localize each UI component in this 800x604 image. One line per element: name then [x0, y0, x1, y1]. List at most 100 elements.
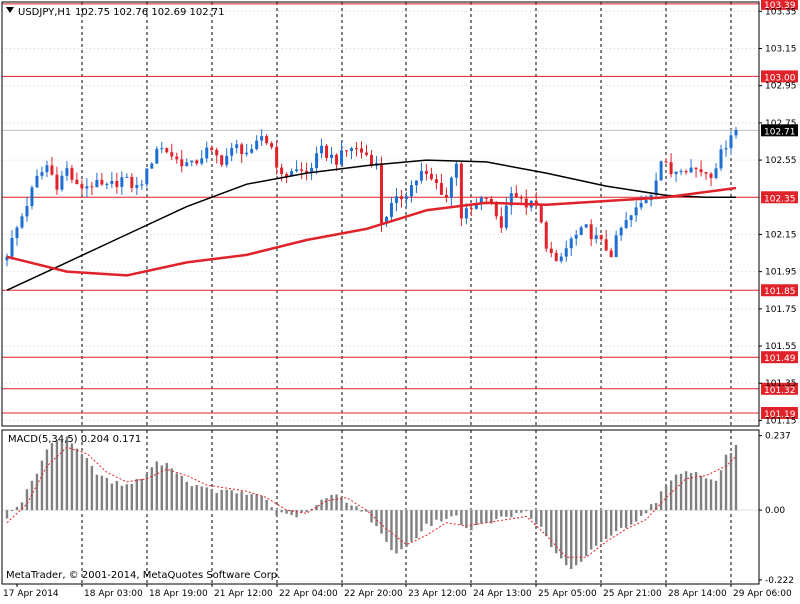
- triangle-down-icon[interactable]: [6, 7, 14, 13]
- macd-bar: [325, 498, 328, 511]
- macd-bar: [345, 502, 348, 511]
- candle: [320, 138, 324, 159]
- macd-bar: [145, 474, 149, 511]
- price-tick-label: 101.75: [765, 305, 797, 315]
- candle: [5, 253, 9, 267]
- candle: [350, 146, 354, 160]
- candle: [614, 230, 618, 258]
- candle: [160, 141, 164, 154]
- macd-tick-label: 0.237: [765, 432, 791, 442]
- macd-bar: [95, 474, 99, 511]
- symbol-label: USDJPY,H1: [18, 7, 71, 18]
- candle: [579, 225, 583, 236]
- macd-bar: [669, 480, 673, 511]
- time-tick-label: 29 Apr 06:00: [733, 589, 792, 599]
- candle: [499, 207, 503, 234]
- time-tick-label: 22 Apr 04:00: [279, 589, 338, 599]
- macd-bar: [455, 510, 458, 516]
- candle: [245, 144, 249, 157]
- macd-bar: [654, 503, 658, 511]
- candle: [519, 194, 523, 203]
- candle: [464, 203, 468, 225]
- candle: [330, 147, 334, 164]
- candle: [724, 140, 728, 157]
- candle: [130, 173, 134, 193]
- candle: [509, 186, 513, 215]
- candle: [80, 179, 84, 195]
- current-price-label: 102.71: [764, 127, 796, 137]
- candle: [659, 160, 663, 181]
- macd-bar: [5, 510, 9, 519]
- macd-label: MACD(5,34,5) 0.204 0.171: [8, 434, 141, 445]
- candle: [564, 240, 568, 262]
- macd-bar: [594, 510, 598, 546]
- candle: [170, 143, 174, 161]
- macd-bar: [295, 510, 298, 518]
- macd-bar: [709, 479, 713, 511]
- macd-bar: [425, 510, 428, 524]
- macd-bar: [475, 510, 478, 525]
- candles: [5, 127, 738, 267]
- macd-bar: [525, 510, 528, 512]
- candle: [360, 141, 364, 159]
- macd-bar: [160, 465, 163, 511]
- macd-bar: [380, 510, 383, 534]
- candle: [444, 187, 448, 203]
- candle: [90, 182, 94, 196]
- level-price-label: 102.35: [764, 194, 796, 204]
- macd-bar: [315, 505, 318, 511]
- macd-bar: [694, 471, 698, 511]
- candle: [609, 247, 613, 258]
- candle: [599, 234, 603, 242]
- macd-bar: [734, 444, 738, 511]
- macd-bar: [555, 510, 558, 554]
- macd-bar: [614, 510, 618, 532]
- macd-bar: [155, 461, 158, 511]
- macd-bar: [350, 505, 353, 511]
- macd-bar: [445, 510, 448, 519]
- candle: [664, 157, 668, 164]
- level-price-tag: [761, 191, 798, 204]
- candle: [65, 161, 69, 181]
- candle: [55, 166, 59, 195]
- macd-bar: [270, 507, 273, 511]
- time-tick-label: 18 Apr 19:00: [149, 589, 208, 599]
- candle: [594, 227, 598, 244]
- candle: [120, 171, 124, 195]
- candle: [674, 171, 678, 183]
- candle: [604, 229, 608, 252]
- macd-bar: [485, 510, 488, 523]
- candle: [270, 141, 274, 150]
- candle: [110, 171, 114, 188]
- macd-bar: [500, 510, 503, 517]
- candle: [574, 230, 578, 246]
- candle: [185, 158, 189, 167]
- candle: [285, 172, 289, 184]
- ma-fast-line: [6, 186, 737, 277]
- macd-bar: [565, 510, 568, 566]
- candle: [165, 147, 169, 154]
- candle: [539, 204, 543, 224]
- candle: [275, 140, 279, 175]
- main-pane-border: [1, 1, 760, 427]
- price-tick-label: 102.75: [765, 119, 797, 129]
- candle: [399, 189, 403, 208]
- candle: [654, 172, 658, 200]
- candle: [175, 152, 179, 164]
- candle: [210, 145, 214, 153]
- price-tick-label: 101.55: [765, 342, 797, 352]
- macd-bar: [580, 510, 583, 562]
- macd-bar: [674, 474, 678, 511]
- macd-tick-label: 0.00: [765, 506, 785, 516]
- candle: [40, 166, 44, 180]
- candle: [115, 172, 119, 194]
- macd-bar: [140, 478, 144, 511]
- macd-pane-border: [1, 429, 760, 585]
- ohlc-label: 102.75 102.76 102.69 102.71: [75, 7, 225, 18]
- candle: [714, 163, 718, 180]
- macd-bar: [629, 510, 633, 525]
- macd-bar: [515, 510, 518, 513]
- candle: [709, 172, 713, 187]
